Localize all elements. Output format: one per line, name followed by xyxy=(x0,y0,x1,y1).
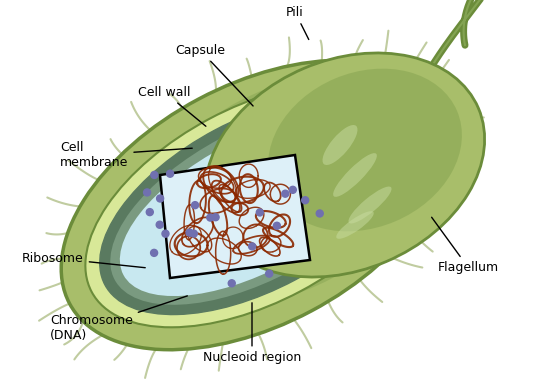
Circle shape xyxy=(249,243,256,250)
Ellipse shape xyxy=(61,60,449,350)
Circle shape xyxy=(265,270,273,277)
Text: Cell
membrane: Cell membrane xyxy=(60,141,192,169)
Ellipse shape xyxy=(323,125,357,165)
Circle shape xyxy=(186,229,193,236)
Circle shape xyxy=(156,221,163,228)
Circle shape xyxy=(212,214,219,221)
Text: Cell wall: Cell wall xyxy=(138,85,206,126)
Circle shape xyxy=(316,210,323,217)
Ellipse shape xyxy=(333,153,377,197)
Circle shape xyxy=(302,197,308,204)
Ellipse shape xyxy=(268,69,462,231)
Circle shape xyxy=(191,202,199,209)
Circle shape xyxy=(146,209,153,216)
Circle shape xyxy=(282,190,289,197)
Ellipse shape xyxy=(206,53,485,277)
Circle shape xyxy=(207,214,214,221)
Ellipse shape xyxy=(349,187,392,224)
Circle shape xyxy=(151,250,158,256)
Ellipse shape xyxy=(100,96,410,315)
Text: Nucleoid region: Nucleoid region xyxy=(203,303,301,365)
Circle shape xyxy=(162,230,169,237)
Circle shape xyxy=(166,170,174,177)
Ellipse shape xyxy=(85,83,425,327)
Ellipse shape xyxy=(136,74,434,306)
Text: Capsule: Capsule xyxy=(175,43,253,106)
Circle shape xyxy=(289,186,296,193)
Text: Chromosome
(DNA): Chromosome (DNA) xyxy=(50,296,187,342)
Text: Pili: Pili xyxy=(286,5,309,40)
Circle shape xyxy=(157,195,164,202)
Circle shape xyxy=(274,222,280,229)
Polygon shape xyxy=(160,155,310,278)
Ellipse shape xyxy=(120,114,390,296)
Text: Flagellum: Flagellum xyxy=(431,217,499,274)
Ellipse shape xyxy=(336,211,374,239)
Text: Ribosome: Ribosome xyxy=(22,251,145,268)
Circle shape xyxy=(228,280,235,287)
Circle shape xyxy=(144,189,151,196)
Circle shape xyxy=(151,171,158,178)
Ellipse shape xyxy=(110,105,400,305)
Circle shape xyxy=(256,209,263,216)
Circle shape xyxy=(190,230,197,237)
